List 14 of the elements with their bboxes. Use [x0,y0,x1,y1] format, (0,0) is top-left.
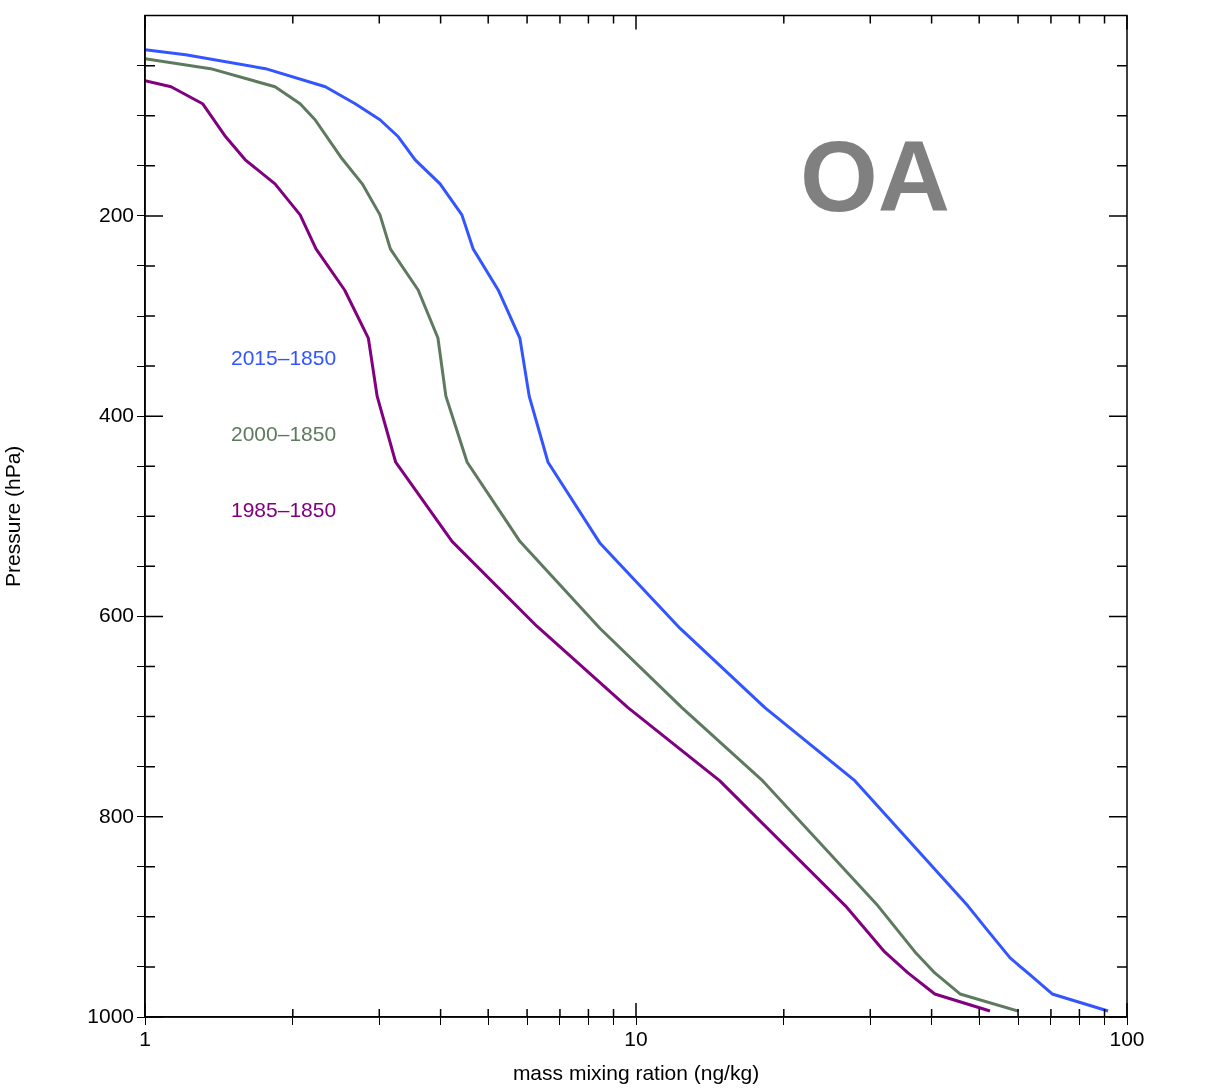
y-tick-label: 800 [98,803,134,827]
y-tick-label: 1000 [87,1003,134,1027]
y-tick-label: 200 [98,202,134,226]
annotation: OA [800,120,950,233]
y-tick-label: 400 [98,402,134,426]
x-axis-title: mass mixing ration (ng/kg) [512,1061,760,1085]
y-axis-title: Pressure (hPa) [1,445,25,587]
y-tick-label: 600 [98,603,134,627]
text: 2015–1850 [231,346,337,370]
text: 2000–1850 [231,422,337,446]
x-tick-label: 1 [139,1027,151,1051]
x-tick-label: 100 [1109,1027,1145,1051]
text: 1985–1850 [231,498,337,522]
x-tick-label: 10 [624,1027,648,1051]
